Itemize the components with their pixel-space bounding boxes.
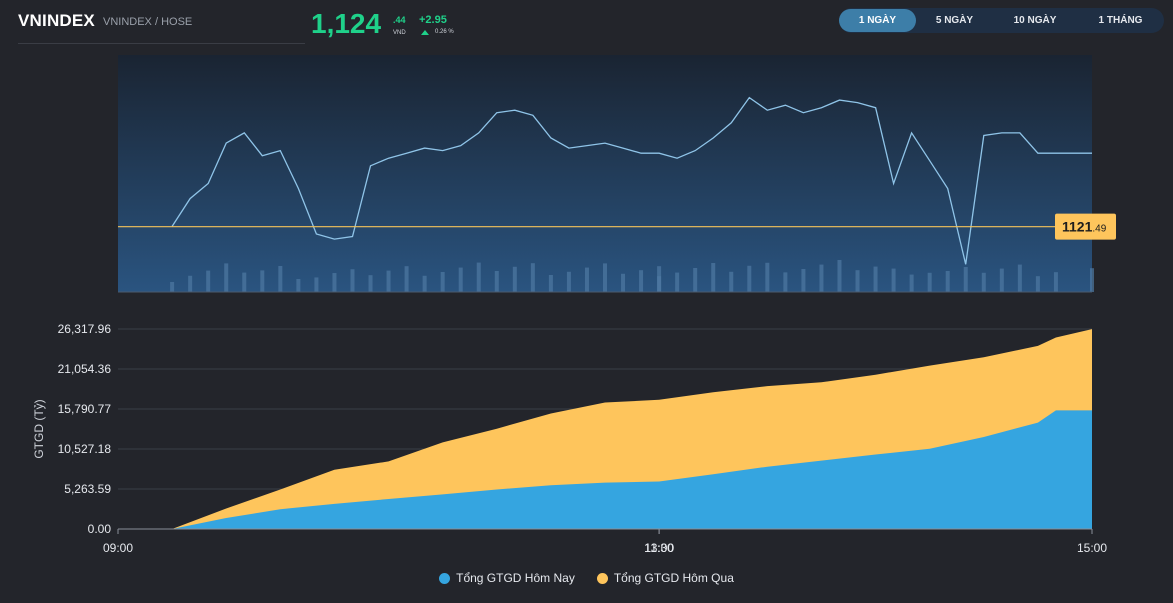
- volume-bar: [566, 271, 571, 292]
- volume-bar: [422, 275, 427, 292]
- volume-bar: [386, 270, 391, 292]
- volume-bar: [639, 270, 644, 292]
- price-change: +2.95: [419, 14, 447, 26]
- y-tick-label: 26,317.96: [58, 322, 112, 336]
- volume-bar: [747, 265, 752, 292]
- volume-bar: [584, 267, 589, 292]
- volume-bar: [1017, 264, 1022, 292]
- y-tick-label: 21,054.36: [58, 362, 112, 376]
- volume-bar: [963, 267, 968, 292]
- price-line: [171, 96, 1092, 265]
- header: VNINDEX VNINDEX / HOSE 1,124 .44 VND +2.…: [0, 0, 1173, 48]
- x-tick-label: 09:00: [103, 541, 133, 555]
- volume-bar: [404, 266, 409, 292]
- volume-bar: [332, 273, 337, 292]
- time-range-tabs: 1 NGÀY 5 NGÀY 10 NGÀY 1 THÁNG: [839, 8, 1164, 33]
- price-change-percent: 0.26 %: [435, 29, 454, 35]
- volume-bar: [621, 273, 626, 292]
- legend-label-yesterday: Tổng GTGD Hôm Qua: [613, 571, 734, 585]
- volume-bar: [945, 270, 950, 292]
- volume-bar: [188, 275, 193, 292]
- volume-bar: [783, 272, 788, 292]
- volume-bar: [1053, 272, 1058, 292]
- volume-bar: [440, 271, 445, 292]
- x-tick-label: 15:00: [1077, 541, 1107, 555]
- volume-bar: [981, 272, 986, 292]
- tab-10-days[interactable]: 10 NGÀY: [1013, 15, 1057, 26]
- volume-bar: [819, 264, 824, 292]
- volume-bar: [530, 263, 535, 292]
- volume-bar: [855, 270, 860, 292]
- volume-bar: [891, 268, 896, 292]
- index-price: 1,124: [311, 8, 382, 39]
- volume-bar: [296, 278, 301, 292]
- index-title-block: VNINDEX VNINDEX / HOSE: [18, 10, 305, 44]
- exchange-label: VNINDEX / HOSE: [103, 16, 193, 28]
- volume-bar: [476, 262, 481, 292]
- legend-marker-today: [439, 572, 451, 584]
- chart-legend: Tổng GTGD Hôm Nay Tổng GTGD Hôm Qua: [0, 571, 1173, 585]
- reference-label-box: [1055, 213, 1116, 240]
- y-tick-label: 0.00: [88, 522, 112, 536]
- volume-bar: [260, 270, 265, 292]
- volume-bar: [224, 263, 229, 292]
- legend-item-today[interactable]: Tổng GTGD Hôm Nay: [439, 571, 575, 585]
- volume-bar: [368, 275, 373, 292]
- volume-bar: [494, 270, 499, 292]
- volume-bar: [837, 259, 842, 292]
- x-tick-label: 13:00: [644, 541, 674, 555]
- volume-bar: [206, 270, 211, 292]
- volume-bar: [729, 271, 734, 292]
- volume-bar: [458, 267, 463, 292]
- x-tick-label: 11:30: [645, 541, 674, 555]
- price-line-chart: 1121.49: [118, 55, 1116, 293]
- y-axis-label: GTGD (Tỷ): [32, 399, 46, 458]
- legend-marker-yesterday: [596, 572, 608, 584]
- volume-bar: [314, 277, 319, 292]
- price-chart-background: [118, 55, 1092, 292]
- volume-bar: [170, 281, 175, 292]
- reference-price-label: 1121.49: [1055, 213, 1116, 240]
- volume-bar: [765, 262, 770, 292]
- reference-label-decimal: .49: [1092, 224, 1106, 235]
- currency-label: VND: [393, 30, 406, 36]
- volume-bar: [350, 269, 355, 292]
- volume-bar: [548, 274, 553, 292]
- tab-5-days[interactable]: 5 NGÀY: [935, 15, 974, 26]
- volume-bar: [242, 272, 247, 292]
- volume-bar: [999, 268, 1004, 292]
- index-price-decimal: .44: [393, 15, 406, 25]
- volume-bar: [801, 268, 806, 292]
- legend-label-today: Tổng GTGD Hôm Nay: [456, 571, 575, 585]
- up-arrow-icon: [421, 30, 429, 35]
- trading-value-area-chart: 26,317.96 21,054.36 15,790.77 10,527.18 5,26…: [32, 322, 1107, 555]
- volume-bar: [927, 272, 932, 292]
- volume-bar: [675, 272, 680, 292]
- volume-bar: [603, 263, 607, 292]
- volume-bar: [512, 266, 517, 292]
- tab-1-day[interactable]: 1 NGÀY: [839, 9, 916, 32]
- volume-bar: [873, 266, 878, 292]
- y-tick-label: 5,263.59: [64, 482, 111, 496]
- index-symbol: VNINDEX: [18, 11, 95, 30]
- y-tick-label: 15,790.77: [58, 402, 112, 416]
- legend-item-yesterday[interactable]: Tổng GTGD Hôm Qua: [596, 571, 734, 585]
- volume-bar: [1035, 276, 1040, 292]
- volume-bar: [278, 265, 283, 292]
- tab-1-month[interactable]: 1 THÁNG: [1098, 15, 1143, 26]
- area-series-today: [118, 410, 1092, 529]
- volume-bar: [909, 274, 914, 292]
- volume-bar: [1090, 268, 1094, 292]
- volume-bar: [693, 267, 698, 292]
- y-tick-label: 10,527.18: [58, 442, 112, 456]
- volume-bar: [711, 262, 716, 292]
- volume-bar: [657, 276, 662, 292]
